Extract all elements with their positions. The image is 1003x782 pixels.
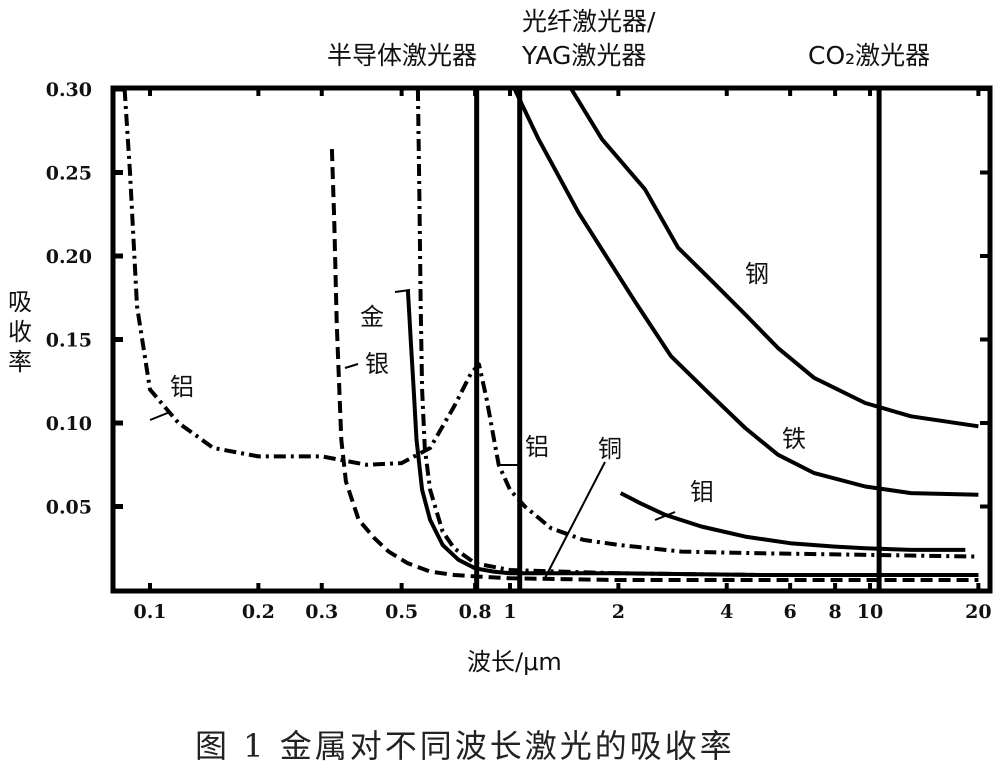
- curve-label-au: 金: [360, 303, 384, 331]
- series-line-钢: [569, 87, 979, 429]
- laser-label-fiber-1: 光纤激光器/: [522, 7, 656, 36]
- y-axis-label-2: 收: [8, 318, 32, 346]
- x-tick-label: 1: [503, 601, 516, 623]
- figure-caption: 图 1 金属对不同波长激光的吸收率: [195, 727, 735, 765]
- laser-lines: [474, 88, 882, 591]
- laser-label-diode: 半导体激光器: [327, 41, 477, 70]
- curve-label-al-2: 铝: [525, 433, 549, 461]
- series-line-钼: [619, 491, 966, 552]
- curve-label-cu: 铜: [598, 435, 622, 463]
- series-line-金: [405, 289, 979, 577]
- y-axis-label-3: 率: [8, 348, 32, 376]
- x-tick-label: 4: [720, 601, 733, 623]
- y-tick-label: 0.25: [46, 163, 92, 185]
- y-tick-label: 0.20: [46, 246, 92, 268]
- curve-label-fe: 铁: [782, 425, 806, 453]
- y-tick-label: 0.15: [46, 330, 92, 352]
- x-tick-label: 0.2: [242, 601, 275, 623]
- y-tick-label: 0.30: [46, 79, 92, 101]
- y-tick-label: 0.10: [46, 413, 92, 435]
- x-tick-label: 0.8: [459, 601, 492, 623]
- x-axis-label: 波长/μm: [467, 648, 562, 676]
- x-tick-label: 10: [857, 601, 883, 623]
- y-tick-label: 0.05: [46, 497, 92, 519]
- x-tick-label: 6: [784, 601, 797, 623]
- curve-label-mo: 钼: [690, 478, 714, 506]
- x-tick-label: 2: [612, 601, 625, 623]
- curve-label-ag: 银: [365, 350, 389, 378]
- laser-label-co2: CO₂激光器: [808, 41, 930, 70]
- x-tick-label: 8: [828, 601, 841, 623]
- curve-label-al: 铝: [170, 373, 194, 401]
- series-line-铁: [512, 88, 979, 497]
- x-tick-label: 0.3: [305, 601, 338, 623]
- x-tick-label: 0.5: [385, 601, 418, 623]
- x-tick-label: 20: [965, 601, 991, 623]
- y-axis-label-1: 吸: [8, 288, 32, 316]
- curve-label-steel: 钢: [745, 260, 769, 288]
- series-group: [122, 87, 979, 582]
- x-tick-label: 0.1: [133, 601, 166, 623]
- axis-ticks: 0.1 0.2 0.3 0.5 0.8 1 2 4 6 8 10 20 0.05 0.10 0.15 0.20…: [46, 79, 992, 623]
- label-leaders: [149, 289, 676, 579]
- laser-label-fiber-2: YAG激光器: [521, 41, 646, 70]
- series-line-银: [329, 149, 979, 582]
